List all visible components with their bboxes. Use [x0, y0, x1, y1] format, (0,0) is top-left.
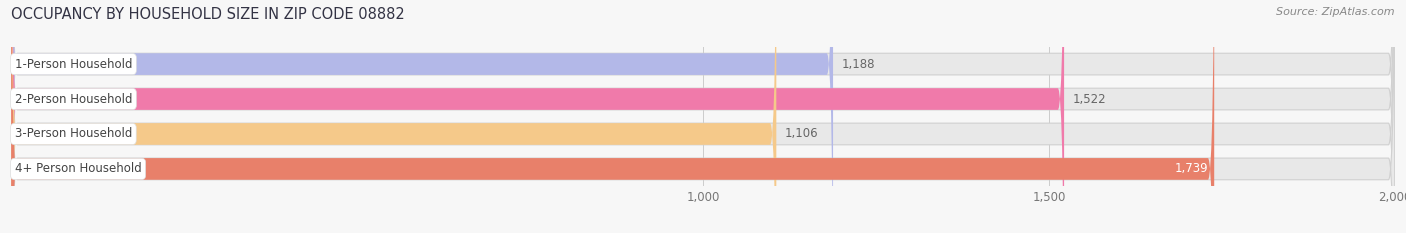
FancyBboxPatch shape [11, 0, 1215, 233]
Text: 1,739: 1,739 [1175, 162, 1209, 175]
FancyBboxPatch shape [11, 0, 1395, 233]
FancyBboxPatch shape [11, 0, 1395, 233]
Text: 4+ Person Household: 4+ Person Household [14, 162, 142, 175]
FancyBboxPatch shape [11, 0, 776, 233]
Text: 3-Person Household: 3-Person Household [14, 127, 132, 140]
Text: 1,106: 1,106 [785, 127, 818, 140]
Text: Source: ZipAtlas.com: Source: ZipAtlas.com [1277, 7, 1395, 17]
FancyBboxPatch shape [11, 0, 1395, 233]
Text: 1,522: 1,522 [1073, 93, 1107, 106]
FancyBboxPatch shape [11, 0, 1395, 233]
FancyBboxPatch shape [11, 0, 1064, 233]
Text: 1,188: 1,188 [841, 58, 875, 71]
FancyBboxPatch shape [11, 0, 832, 233]
Text: 2-Person Household: 2-Person Household [14, 93, 132, 106]
Text: 1-Person Household: 1-Person Household [14, 58, 132, 71]
Text: OCCUPANCY BY HOUSEHOLD SIZE IN ZIP CODE 08882: OCCUPANCY BY HOUSEHOLD SIZE IN ZIP CODE … [11, 7, 405, 22]
